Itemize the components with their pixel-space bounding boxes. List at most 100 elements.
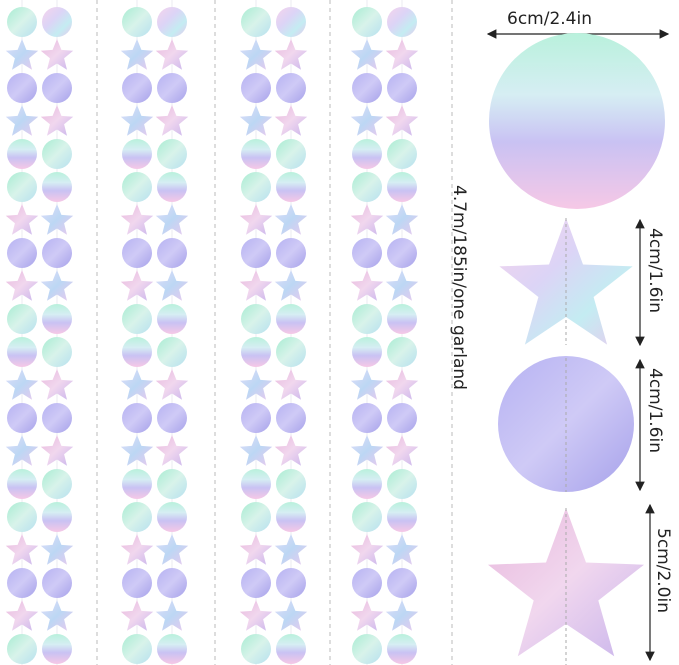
garland-circle [387, 337, 417, 367]
garland-circle [276, 238, 306, 268]
garland-circle [122, 7, 152, 37]
garland-star [239, 39, 273, 70]
garland-star [239, 105, 273, 136]
garland-circle [352, 337, 382, 367]
garland-circle [241, 238, 271, 268]
garland-circle [352, 139, 382, 169]
garland-star [155, 600, 189, 631]
garland-circle [387, 73, 417, 103]
garland-circle [276, 469, 306, 499]
garland-circle [157, 7, 187, 37]
garland-circle [42, 7, 72, 37]
garland-star [120, 39, 154, 70]
garland-star [274, 600, 308, 631]
garland-circle [276, 7, 306, 37]
garland-circle [387, 139, 417, 169]
garland-circle [42, 469, 72, 499]
garland-circle [122, 568, 152, 598]
garland-circle [241, 502, 271, 532]
garland-circle [7, 403, 37, 433]
garland-circle [241, 139, 271, 169]
garland-star [385, 600, 419, 631]
garland-circle [241, 7, 271, 37]
garland-circle [352, 7, 382, 37]
small-star-detail: 4cm/1.6in [499, 218, 665, 347]
garland-circle [122, 304, 152, 334]
garland-circle [387, 502, 417, 532]
garland-circle [122, 403, 152, 433]
garland-star [40, 534, 74, 565]
garland-star [155, 105, 189, 136]
garland-circle [387, 304, 417, 334]
garland-star [385, 534, 419, 565]
garland-circle [42, 403, 72, 433]
garland-star [385, 39, 419, 70]
garland-circle [352, 172, 382, 202]
garland-star [385, 435, 419, 466]
garland-circle [352, 634, 382, 664]
garland-star [5, 270, 39, 301]
garland-star [385, 270, 419, 301]
garland-circle [122, 238, 152, 268]
garland-star [5, 105, 39, 136]
garland-star [155, 204, 189, 235]
garland-star [40, 600, 74, 631]
garland-circle [387, 7, 417, 37]
garland-star [120, 534, 154, 565]
garland-star [40, 369, 74, 400]
big-circle-detail: 6cm/2.4in [486, 9, 670, 209]
garland-circle [157, 502, 187, 532]
big-circle-size-label: 6cm/2.4in [507, 9, 592, 29]
garland-circle [241, 172, 271, 202]
garland-circle [387, 634, 417, 664]
garland-circle [276, 634, 306, 664]
garland-star [120, 369, 154, 400]
garland-star [5, 600, 39, 631]
garland-circle [7, 568, 37, 598]
garland-star [155, 435, 189, 466]
garland-star [274, 39, 308, 70]
garland-circle [352, 73, 382, 103]
garland-circle [7, 634, 37, 664]
garland-circle [7, 337, 37, 367]
garland-star [5, 369, 39, 400]
garland-star [239, 600, 273, 631]
garland-circle [352, 502, 382, 532]
garland-circle [387, 568, 417, 598]
garland-circle [352, 469, 382, 499]
garland-star [155, 39, 189, 70]
garland-star [350, 600, 384, 631]
garland-star [239, 534, 273, 565]
garland-strands [5, 0, 419, 665]
garland-circle [122, 172, 152, 202]
garland-star [274, 105, 308, 136]
garland-circle [241, 304, 271, 334]
garland-star [120, 105, 154, 136]
garland-circle [42, 73, 72, 103]
garland-star [239, 435, 273, 466]
garland-circle [122, 502, 152, 532]
garland-star [5, 435, 39, 466]
garland-circle [276, 139, 306, 169]
garland-circle [241, 469, 271, 499]
small-star-shape [499, 218, 633, 345]
garland-circle [276, 502, 306, 532]
garland-circle [157, 337, 187, 367]
garland-star [350, 204, 384, 235]
garland-circle [157, 73, 187, 103]
garland-star [120, 204, 154, 235]
garland-star [5, 204, 39, 235]
garland-pair [5, 0, 74, 665]
garland-star [350, 435, 384, 466]
garland-circle [157, 139, 187, 169]
garland-circle [241, 403, 271, 433]
garland-circle [276, 403, 306, 433]
garland-circle [276, 568, 306, 598]
garland-star [239, 204, 273, 235]
garland-star [155, 534, 189, 565]
garland-star [274, 369, 308, 400]
garland-circle [241, 634, 271, 664]
garland-circle [157, 469, 187, 499]
garland-circle [352, 238, 382, 268]
